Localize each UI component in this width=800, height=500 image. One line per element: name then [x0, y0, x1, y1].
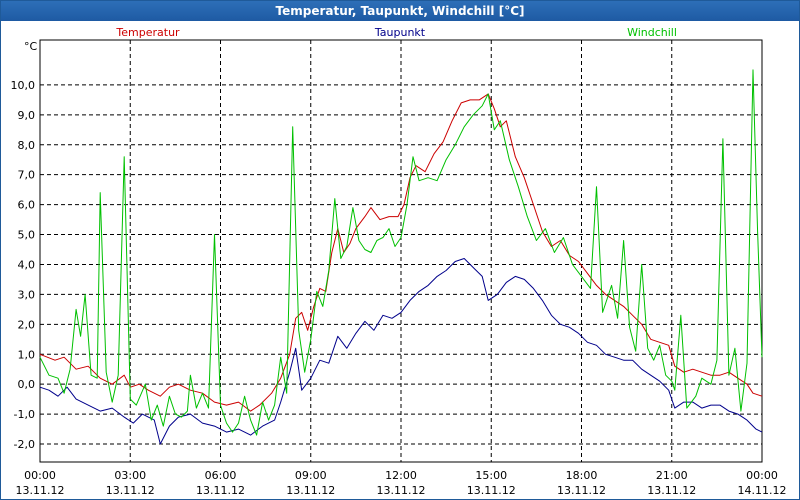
- y-tick-label: 5,0: [18, 229, 36, 242]
- x-tick-date: 13.11.12: [196, 484, 245, 497]
- x-tick-time: 03:00: [114, 469, 146, 482]
- x-tick-time: 12:00: [385, 469, 417, 482]
- x-tick-date: 13.11.12: [106, 484, 155, 497]
- plot-area: [39, 39, 763, 463]
- y-tick-label: 10,0: [11, 79, 36, 92]
- y-tick-label: 4,0: [18, 258, 36, 271]
- y-tick-label: 3,0: [18, 288, 36, 301]
- y-tick-label: 9,0: [18, 109, 36, 122]
- legend-taupunkt: Taupunkt: [374, 26, 426, 39]
- y-tick-label: 7,0: [18, 169, 36, 182]
- x-tick-date: 13.11.12: [557, 484, 606, 497]
- y-tick-label: 0,0: [18, 378, 36, 391]
- y-tick-label: 1,0: [18, 348, 36, 361]
- legend-windchill: Windchill: [627, 26, 677, 39]
- y-tick-label: 6,0: [18, 199, 36, 212]
- series-line-windchill: [39, 69, 763, 436]
- y-axis: -2,0 -1,0 0,0 1,0 2,0 3,0 4,0 5,0 6,0 7,0 8,0 9,0 10…: [11, 79, 36, 451]
- x-tick-time: 15:00: [475, 469, 507, 482]
- x-tick-time: 00:00: [746, 469, 778, 482]
- x-tick-date: 13.11.12: [377, 484, 426, 497]
- y-axis-label: °C: [24, 40, 38, 53]
- x-tick-time: 06:00: [205, 469, 237, 482]
- window-title: Temperatur, Taupunkt, Windchill [°C]: [1, 1, 799, 21]
- series-lines: [39, 69, 763, 445]
- x-tick-date: 14.11.12: [738, 484, 787, 497]
- x-tick-time: 21:00: [656, 469, 688, 482]
- x-tick-date: 13.11.12: [467, 484, 516, 497]
- x-tick-time: 09:00: [295, 469, 327, 482]
- x-tick-time: 00:00: [24, 469, 56, 482]
- y-tick-label: 2,0: [18, 318, 36, 331]
- y-tick-label: -1,0: [14, 408, 35, 421]
- y-tick-label: 8,0: [18, 139, 36, 152]
- x-axis: 00:00 13.11.12 03:00 13.11.12 06:00 13.11.12 0…: [16, 469, 787, 497]
- legend-temperatur: Temperatur: [115, 26, 180, 39]
- x-tick-date: 13.11.12: [647, 484, 696, 497]
- x-tick-date: 13.11.12: [286, 484, 335, 497]
- x-tick-date: 13.11.12: [16, 484, 65, 497]
- series-line-taupunkt: [39, 258, 763, 445]
- grid-lines: [40, 40, 762, 462]
- y-tick-label: -2,0: [14, 438, 35, 451]
- x-tick-time: 18:00: [566, 469, 598, 482]
